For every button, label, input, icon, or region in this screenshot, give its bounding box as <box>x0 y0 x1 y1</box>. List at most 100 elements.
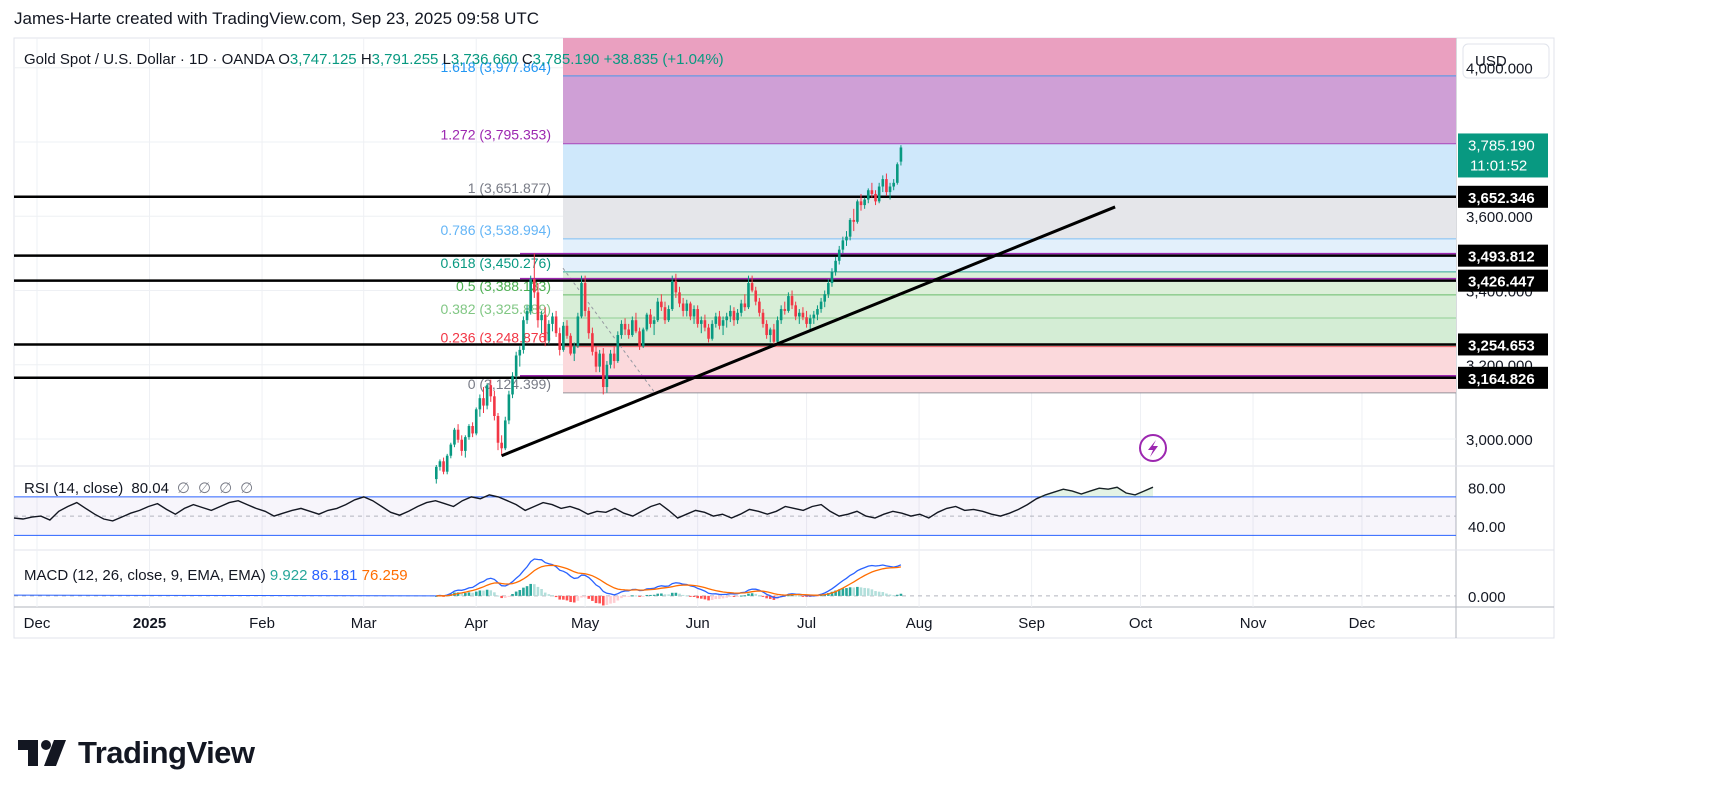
macd-histogram-bar <box>888 594 892 596</box>
x-tick-label: Nov <box>1240 615 1267 632</box>
candle-body <box>576 316 580 347</box>
candle-body <box>591 333 594 352</box>
macd-histogram-bar <box>689 595 692 597</box>
candle-body <box>507 394 511 421</box>
macd-histogram-bar <box>569 595 572 603</box>
candle-body <box>758 301 761 313</box>
candle-body <box>616 335 620 362</box>
candle-body <box>514 355 518 376</box>
x-tick-label: Dec <box>1349 615 1376 632</box>
candle-body <box>823 294 827 302</box>
macd-histogram-bar <box>598 595 601 604</box>
candle-body <box>685 303 689 311</box>
price-label-3: 3,254.653 <box>1468 337 1535 354</box>
macd-histogram-bar <box>710 595 714 600</box>
macd-histogram-bar <box>681 594 685 596</box>
macd-histogram-bar <box>583 595 587 598</box>
macd-histogram-bar <box>482 590 485 596</box>
candle-body <box>482 398 485 406</box>
macd-histogram-bar <box>485 589 489 596</box>
macd-histogram <box>435 583 903 606</box>
macd-label: MACD (12, 26, close, 9, EMA, EMA) <box>24 567 270 584</box>
x-tick-label: Oct <box>1129 615 1153 632</box>
candle-body <box>729 310 732 317</box>
macd-histogram-bar <box>536 586 540 596</box>
candle-body <box>554 316 558 334</box>
macd-histogram-bar <box>674 592 678 596</box>
candle-body <box>841 240 845 250</box>
macd-histogram-bar <box>634 595 638 597</box>
macd-histogram-bar <box>801 595 805 597</box>
candle-body <box>899 147 903 162</box>
macd-histogram-bar <box>594 595 598 604</box>
macd-histogram-bar <box>565 595 569 601</box>
macd-histogram-bar <box>631 595 634 597</box>
candle-body <box>525 310 529 321</box>
macd-histogram-bar <box>750 593 754 596</box>
macd-histogram-bar <box>703 595 707 600</box>
macd-histogram-bar <box>576 595 580 601</box>
macd-signal-line <box>436 564 902 597</box>
candle-body <box>634 320 638 332</box>
lightning-icon-bolt <box>1148 440 1158 457</box>
macd-histogram-bar <box>507 595 511 597</box>
candle-body <box>888 186 892 193</box>
candle-body <box>819 301 823 310</box>
candle-body <box>623 323 627 330</box>
rsi-line <box>13 486 1154 522</box>
candle-body <box>681 303 685 311</box>
macd-histogram-bar <box>474 591 478 596</box>
trendline <box>501 205 1116 458</box>
macd-histogram-bar <box>725 595 728 598</box>
macd-histogram-bar <box>765 595 768 599</box>
x-tick-label: Jul <box>797 615 816 632</box>
macd-histogram-bar <box>605 595 609 605</box>
fib-level-label-0.618: 0.618 (3,450.276) <box>440 255 551 271</box>
macd-histogram-bar <box>478 590 482 596</box>
x-tick-label: Aug <box>906 615 933 632</box>
candle-body <box>562 325 565 350</box>
candle-body <box>471 426 474 434</box>
fib-zone-4 <box>563 271 1456 295</box>
candle-body <box>848 219 852 237</box>
fib-level-label-1.618: 1.618 (3,977.864) <box>440 59 551 75</box>
rsi-legend: RSI (14, close) 80.04 ∅ ∅ ∅ ∅ <box>24 480 253 497</box>
macd-histogram-bar <box>870 589 874 596</box>
candle-body <box>551 316 554 324</box>
candle-body <box>750 283 754 291</box>
candle-body <box>594 351 598 367</box>
ohlc-close-value: 3,785.190 <box>533 51 604 68</box>
candle-body <box>453 429 456 445</box>
rsi-empty-slot: ∅ <box>198 480 211 497</box>
price-label-1: 3,493.812 <box>1468 249 1535 266</box>
x-tick-label: Jun <box>686 615 710 632</box>
candle-body <box>612 353 616 362</box>
macd-histogram-bar <box>435 595 438 597</box>
macd-histogram-bar <box>493 592 496 596</box>
macd-histogram-bar <box>729 595 732 597</box>
macd-histogram-bar <box>518 590 522 596</box>
macd-histogram-bar <box>721 595 725 599</box>
candle-body <box>812 314 816 319</box>
candle-body <box>699 320 703 324</box>
macd-histogram-bar <box>500 595 503 599</box>
candle-body <box>435 466 438 480</box>
y-tick-label: 3,000.000 <box>1466 432 1533 449</box>
macd-histogram-bar <box>514 591 518 596</box>
y-tick-label: 4,000.000 <box>1466 61 1533 78</box>
macd-histogram-bar <box>754 593 758 596</box>
macd-histogram-bar <box>638 595 641 597</box>
tradingview-logo[interactable]: TradingView <box>18 735 255 771</box>
candle-body <box>638 331 641 347</box>
macd-histogram-bar <box>852 587 856 596</box>
candle-body <box>503 420 507 449</box>
ohlc-low-value: 3,736.660 <box>451 51 522 68</box>
macd-histogram-bar <box>620 595 623 599</box>
price-chart[interactable]: 1.618 (3,977.864) 1.272 (3,795.353) 1 (3,6… <box>0 0 1724 700</box>
price-label-4: 3,164.826 <box>1468 371 1535 388</box>
x-tick-label: Dec <box>24 615 51 632</box>
candle-body <box>609 353 612 365</box>
candle-body <box>533 279 536 293</box>
candle-body <box>674 281 678 293</box>
macd-histogram-bar <box>761 595 765 597</box>
